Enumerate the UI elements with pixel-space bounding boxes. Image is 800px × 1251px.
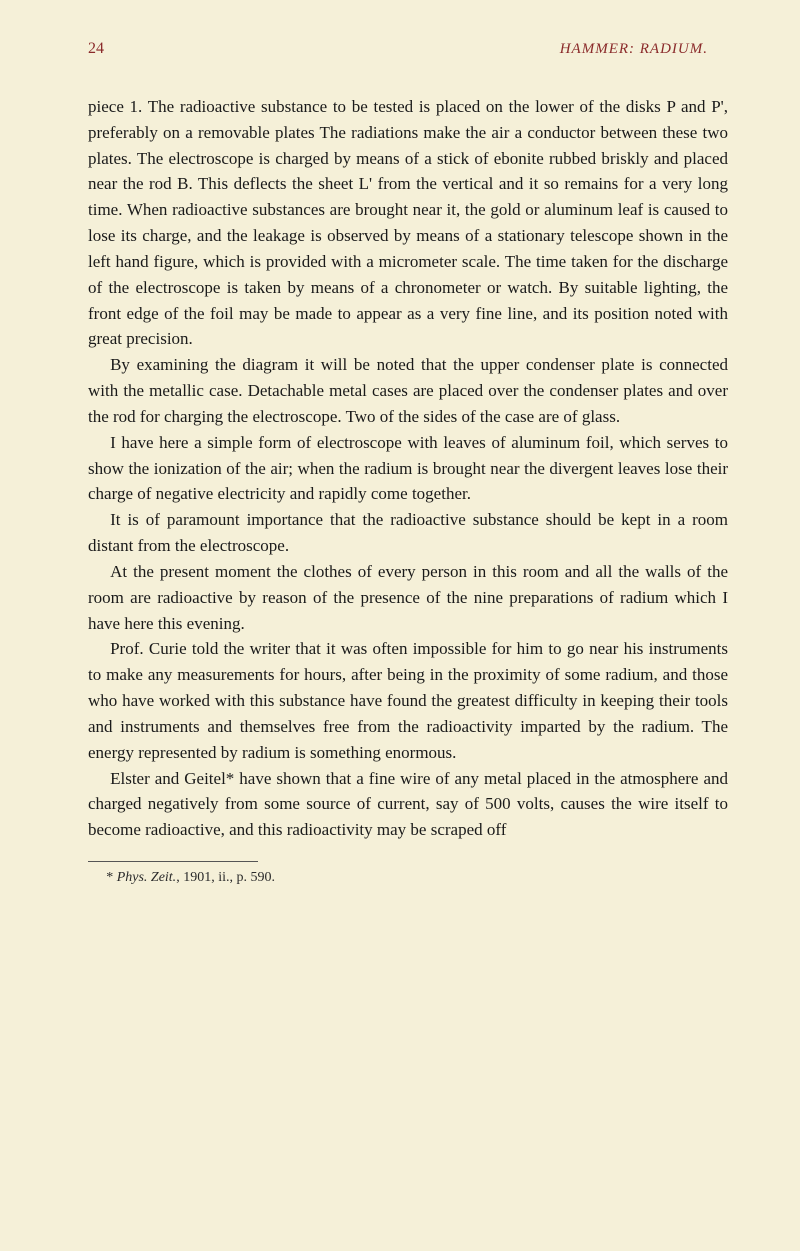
paragraph-1: piece 1. The radioactive substance to be… [88, 94, 728, 352]
paragraph-2: By examining the diagram it will be note… [88, 352, 728, 429]
page-number: 24 [88, 40, 104, 58]
header-title: HAMMER: RADIUM. [560, 41, 708, 58]
paragraph-5: At the present moment the clothes of eve… [88, 559, 728, 636]
page-header: 24 HAMMER: RADIUM. [88, 40, 728, 58]
paragraph-7: Elster and Geitel* have shown that a fin… [88, 766, 728, 843]
body-text: piece 1. The radioactive substance to be… [88, 94, 728, 843]
footnote-rule [88, 861, 258, 862]
footnote: * Phys. Zeit., 1901, ii., p. 590. [88, 870, 728, 886]
paragraph-6: Prof. Curie told the writer that it was … [88, 636, 728, 765]
footnote-text: * Phys. Zeit., 1901, ii., p. 590. [106, 870, 275, 885]
paragraph-4: It is of paramount importance that the r… [88, 507, 728, 559]
paragraph-3: I have here a simple form of electroscop… [88, 430, 728, 507]
